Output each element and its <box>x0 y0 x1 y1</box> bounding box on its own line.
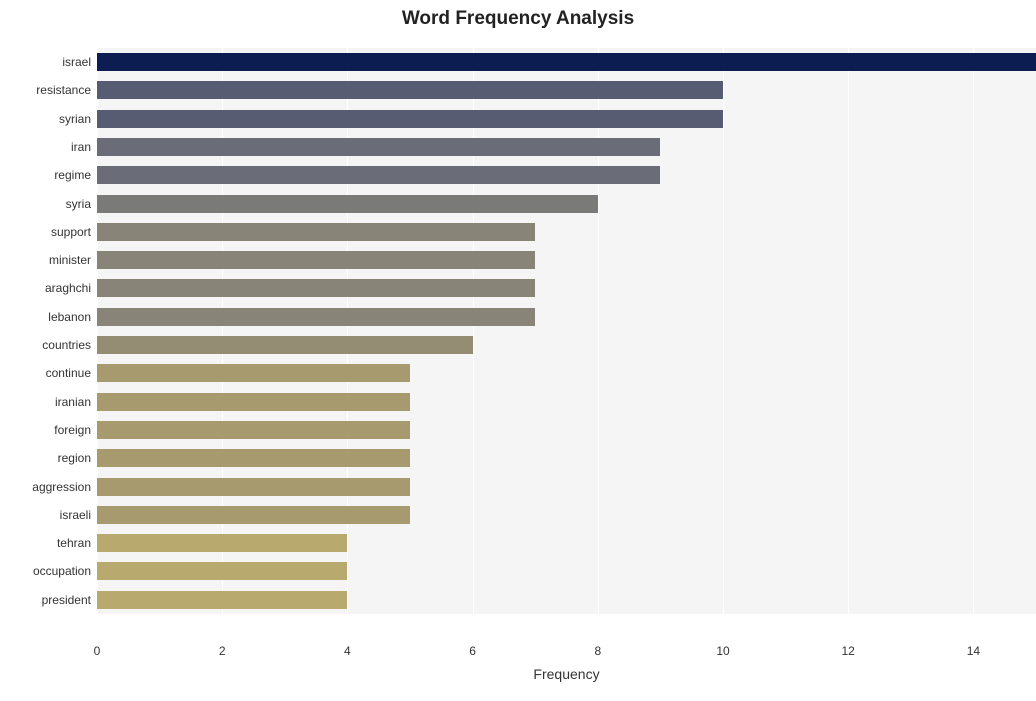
y-tick-label: tehran <box>57 536 97 550</box>
x-tick-label: 12 <box>842 638 855 658</box>
y-tick-label: israel <box>62 55 97 69</box>
y-tick-label: minister <box>49 253 97 267</box>
y-tick-label: region <box>58 451 97 465</box>
x-axis-title: Frequency <box>533 666 599 682</box>
y-tick-label: regime <box>54 168 97 182</box>
x-tick-label: 8 <box>594 638 601 658</box>
x-tick-label: 0 <box>94 638 101 658</box>
bar <box>97 478 410 496</box>
bar <box>97 591 347 609</box>
bar <box>97 506 410 524</box>
x-tick-label: 6 <box>469 638 476 658</box>
x-tick-label: 2 <box>219 638 226 658</box>
bar <box>97 393 410 411</box>
y-tick-label: foreign <box>54 423 97 437</box>
gridline <box>848 38 849 638</box>
gridline <box>598 38 599 638</box>
bar <box>97 534 347 552</box>
bar <box>97 308 535 326</box>
bar <box>97 364 410 382</box>
bar <box>97 449 410 467</box>
y-tick-label: lebanon <box>48 310 97 324</box>
bar <box>97 336 473 354</box>
y-tick-label: syrian <box>59 112 97 126</box>
bar <box>97 110 723 128</box>
bar <box>97 53 1036 71</box>
gridline <box>473 38 474 638</box>
y-tick-label: occupation <box>33 564 97 578</box>
y-tick-label: countries <box>42 338 97 352</box>
plot-area: israelresistancesyrianiranregimesyriasup… <box>97 38 1036 638</box>
word-frequency-chart: Word Frequency Analysis israelresistance… <box>0 0 1036 701</box>
bar <box>97 195 598 213</box>
bar <box>97 223 535 241</box>
gridline <box>723 38 724 638</box>
bar <box>97 421 410 439</box>
bar <box>97 251 535 269</box>
y-tick-label: aggression <box>32 480 97 494</box>
y-tick-label: resistance <box>36 83 97 97</box>
y-tick-label: israeli <box>60 508 97 522</box>
x-tick-label: 14 <box>967 638 980 658</box>
y-tick-label: araghchi <box>45 281 97 295</box>
y-tick-label: president <box>42 593 97 607</box>
y-tick-label: iranian <box>55 395 97 409</box>
x-tick-label: 10 <box>716 638 729 658</box>
bar <box>97 562 347 580</box>
y-tick-label: continue <box>46 366 97 380</box>
bar <box>97 279 535 297</box>
y-tick-label: support <box>51 225 97 239</box>
bar <box>97 138 660 156</box>
y-tick-label: iran <box>71 140 97 154</box>
chart-title: Word Frequency Analysis <box>0 8 1036 30</box>
bar <box>97 81 723 99</box>
bar <box>97 166 660 184</box>
y-tick-label: syria <box>66 197 97 211</box>
x-tick-label: 4 <box>344 638 351 658</box>
gridline <box>973 38 974 638</box>
